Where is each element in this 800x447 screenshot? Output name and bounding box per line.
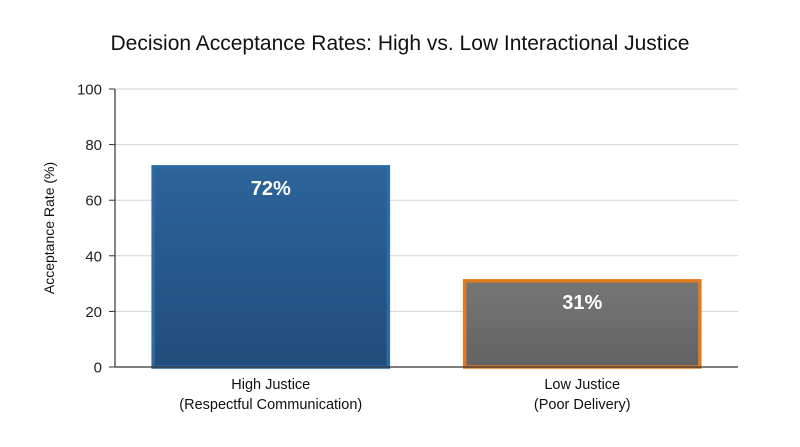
y-tick-label: 0 <box>94 360 102 377</box>
x-tick-label: Low Justice <box>544 377 620 393</box>
y-axis-label: Acceptance Rate (%) <box>41 162 57 294</box>
y-tick-label: 60 <box>85 193 102 210</box>
x-tick-label: High Justice <box>231 377 310 393</box>
chart-title: Decision Acceptance Rates: High vs. Low … <box>111 32 690 55</box>
y-tick-label: 80 <box>85 137 102 154</box>
axes: 0 20 40 60 80 100 High Justice (Respectful Comm… <box>77 82 738 413</box>
bars: 72% 31% <box>151 165 702 369</box>
y-tick-label: 20 <box>85 304 102 321</box>
y-tick-label: 40 <box>85 248 102 265</box>
x-tick-label: (Respectful Communication) <box>179 397 362 413</box>
y-tick-label: 100 <box>77 82 102 99</box>
x-tick-label: (Poor Delivery) <box>534 397 631 413</box>
bar <box>151 165 391 369</box>
data-label: 31% <box>562 292 602 314</box>
data-label: 72% <box>251 178 291 200</box>
